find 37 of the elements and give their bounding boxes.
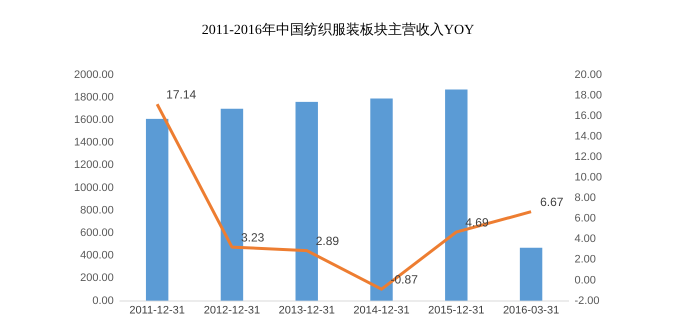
x-tick-label: 2013-12-31 (278, 304, 335, 316)
y-tick-label: 0.00 (92, 294, 114, 307)
y2-tick-label: 18.00 (574, 89, 602, 102)
y-tick-label: 1600.00 (74, 114, 114, 126)
x-tick-label: 2012-12-31 (204, 304, 260, 316)
y2-tick-label: 10.00 (574, 172, 602, 184)
y-tick-label: 800.00 (80, 204, 114, 216)
y2-tick-label: -2.00 (574, 294, 600, 307)
y-tick-label: 200.00 (80, 272, 114, 284)
data-label: 6.67 (540, 195, 564, 210)
bar (146, 118, 168, 301)
y2-tick-label: 8.00 (574, 192, 596, 204)
bar (220, 108, 244, 301)
x-tick-label: 2011-12-31 (129, 304, 185, 316)
x-tick-label: 2016-03-31 (502, 304, 560, 316)
data-label: 17.14 (166, 87, 197, 102)
y-tick-label: 1000.00 (74, 182, 114, 194)
y2-tick-label: 4.00 (574, 233, 596, 246)
y2-tick-label: 14.00 (574, 130, 602, 142)
y2-tick-label: 12.00 (574, 151, 602, 164)
y-tick-label: 2000.00 (74, 68, 114, 81)
x-tick-label: 2015-12-31 (428, 304, 484, 316)
y2-tick-label: 16.00 (574, 110, 602, 122)
y-tick-label: 1400.00 (74, 136, 114, 149)
bar (520, 248, 542, 301)
y-tick-label: 400.00 (80, 250, 114, 262)
bar (296, 102, 318, 301)
y-tick-label: 1200.00 (74, 159, 114, 172)
x-tick-label: 2014-12-31 (353, 304, 410, 316)
y-tick-label: 1800.00 (74, 91, 114, 104)
y2-tick-label: 6.00 (574, 212, 596, 225)
y-tick-label: 600.00 (80, 227, 114, 240)
bar (370, 98, 393, 301)
chart-title: 2011-2016年中国纺织服装板块主营收入YOY (202, 22, 474, 38)
y2-tick-label: 2.00 (574, 254, 596, 266)
y2-tick-label: 0.00 (574, 274, 596, 286)
y2-tick-label: 20.00 (574, 68, 602, 81)
